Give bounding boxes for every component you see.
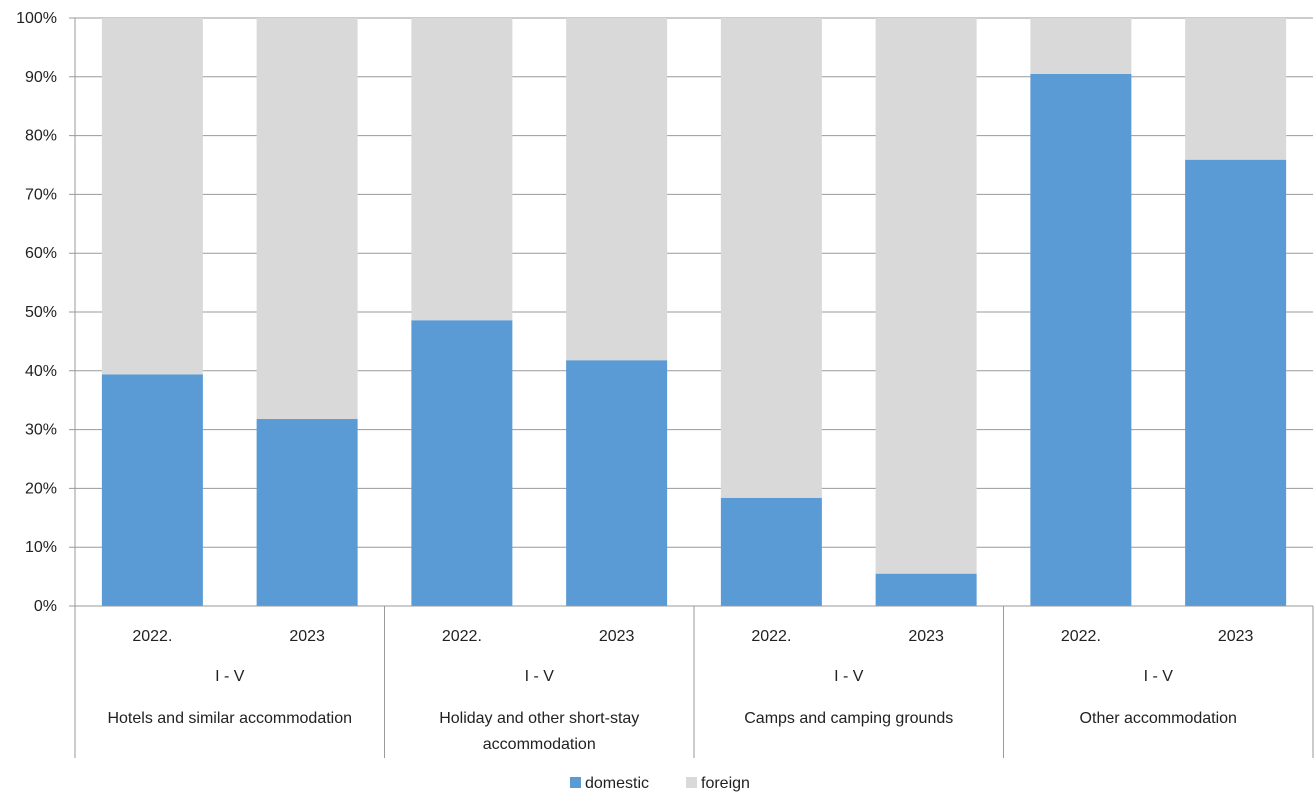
x-group-label: Camps and camping grounds <box>744 710 953 727</box>
x-category-label: 2023 <box>1218 628 1254 645</box>
bar-domestic <box>411 320 513 606</box>
bar-foreign <box>411 18 513 321</box>
legend-label-domestic: domestic <box>585 775 649 792</box>
x-axis-labels: 2022. 2023 2022. 2023 2022. 2023 2022. 2023 I - … <box>107 628 1253 753</box>
y-tick-label: 80% <box>25 128 57 145</box>
legend: domestic foreign <box>570 775 750 792</box>
bar-domestic <box>720 497 822 606</box>
y-tick-label: 40% <box>25 363 57 380</box>
y-tick-label: 0% <box>34 598 57 615</box>
bar-domestic <box>101 374 203 606</box>
x-group-label: Holiday and other short-stay <box>439 710 639 727</box>
bar-foreign <box>1030 18 1132 74</box>
x-category-label: 2022. <box>442 628 482 645</box>
x-period-label: I - V <box>1144 668 1174 685</box>
bar-domestic <box>566 360 668 606</box>
x-category-label: 2023 <box>599 628 635 645</box>
x-group-label: Hotels and similar accommodation <box>107 710 352 727</box>
legend-swatch-foreign <box>686 777 697 788</box>
bar-foreign <box>720 18 822 498</box>
x-category-label: 2022. <box>1061 628 1101 645</box>
y-tick-label: 100% <box>16 10 57 27</box>
y-axis-ticks: 0% 10% 20% 30% 40% 50% 60% 70% 80% 90% 100% <box>16 10 57 615</box>
bar-domestic <box>1185 159 1287 606</box>
y-tick-label: 50% <box>25 304 57 321</box>
bar-domestic <box>1030 73 1132 607</box>
y-tick-label: 20% <box>25 480 57 497</box>
bar-domestic <box>875 573 977 606</box>
x-period-label: I - V <box>834 668 864 685</box>
x-group-label: accommodation <box>483 736 596 753</box>
y-tick-label: 60% <box>25 245 57 262</box>
legend-swatch-domestic <box>570 777 581 788</box>
x-category-label: 2022. <box>751 628 791 645</box>
bar-foreign <box>101 18 203 375</box>
axes <box>74 18 1314 758</box>
bar-foreign <box>1185 18 1287 160</box>
y-tick-label: 70% <box>25 186 57 203</box>
x-group-label: Other accommodation <box>1080 710 1237 727</box>
x-category-label: 2023 <box>908 628 944 645</box>
x-period-label: I - V <box>525 668 555 685</box>
bar-foreign <box>256 18 358 420</box>
y-tick-label: 90% <box>25 69 57 86</box>
y-tick-label: 10% <box>25 539 57 556</box>
legend-label-foreign: foreign <box>701 775 750 792</box>
bar-foreign <box>566 18 668 361</box>
x-period-label: I - V <box>215 668 245 685</box>
y-tick-label: 30% <box>25 422 57 439</box>
bar-domestic <box>256 419 358 606</box>
x-category-label: 2022. <box>132 628 172 645</box>
x-category-label: 2023 <box>289 628 325 645</box>
bars <box>101 18 1287 607</box>
bar-foreign <box>875 18 977 574</box>
